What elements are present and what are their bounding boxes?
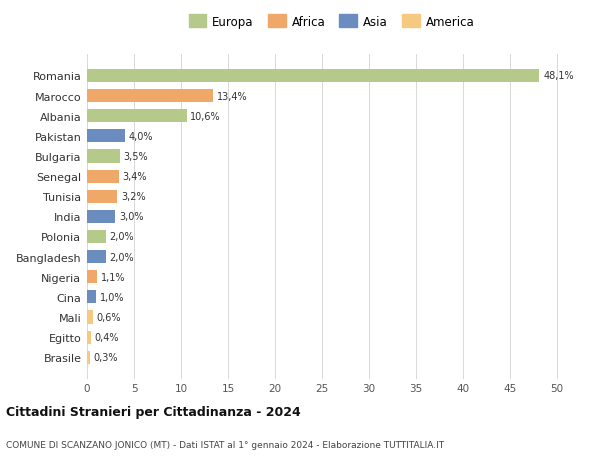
Text: 0,3%: 0,3% xyxy=(94,353,118,363)
Text: 0,4%: 0,4% xyxy=(95,332,119,342)
Text: 3,4%: 3,4% xyxy=(123,172,147,182)
Bar xyxy=(87,210,115,224)
Text: 2,0%: 2,0% xyxy=(110,252,134,262)
Text: 13,4%: 13,4% xyxy=(217,91,247,101)
Text: 3,0%: 3,0% xyxy=(119,212,143,222)
Bar xyxy=(87,110,187,123)
Text: 4,0%: 4,0% xyxy=(128,132,153,141)
Text: 2,0%: 2,0% xyxy=(110,232,134,242)
Bar xyxy=(87,230,106,243)
Bar xyxy=(87,190,117,203)
Text: 0,6%: 0,6% xyxy=(97,312,121,322)
Bar xyxy=(87,351,90,364)
Text: 3,5%: 3,5% xyxy=(124,151,148,162)
Bar xyxy=(87,271,97,284)
Text: COMUNE DI SCANZANO JONICO (MT) - Dati ISTAT al 1° gennaio 2024 - Elaborazione TU: COMUNE DI SCANZANO JONICO (MT) - Dati IS… xyxy=(6,441,444,449)
Text: 10,6%: 10,6% xyxy=(190,112,221,122)
Text: 1,0%: 1,0% xyxy=(100,292,125,302)
Bar xyxy=(87,311,92,324)
Text: 48,1%: 48,1% xyxy=(543,71,574,81)
Bar xyxy=(87,251,106,263)
Text: 3,2%: 3,2% xyxy=(121,192,145,202)
Bar xyxy=(87,291,97,304)
Bar xyxy=(87,90,213,103)
Bar xyxy=(87,70,539,83)
Bar xyxy=(87,331,91,344)
Text: Cittadini Stranieri per Cittadinanza - 2024: Cittadini Stranieri per Cittadinanza - 2… xyxy=(6,405,301,419)
Bar xyxy=(87,170,119,183)
Legend: Europa, Africa, Asia, America: Europa, Africa, Asia, America xyxy=(186,12,477,31)
Bar xyxy=(87,150,120,163)
Bar xyxy=(87,130,125,143)
Text: 1,1%: 1,1% xyxy=(101,272,125,282)
